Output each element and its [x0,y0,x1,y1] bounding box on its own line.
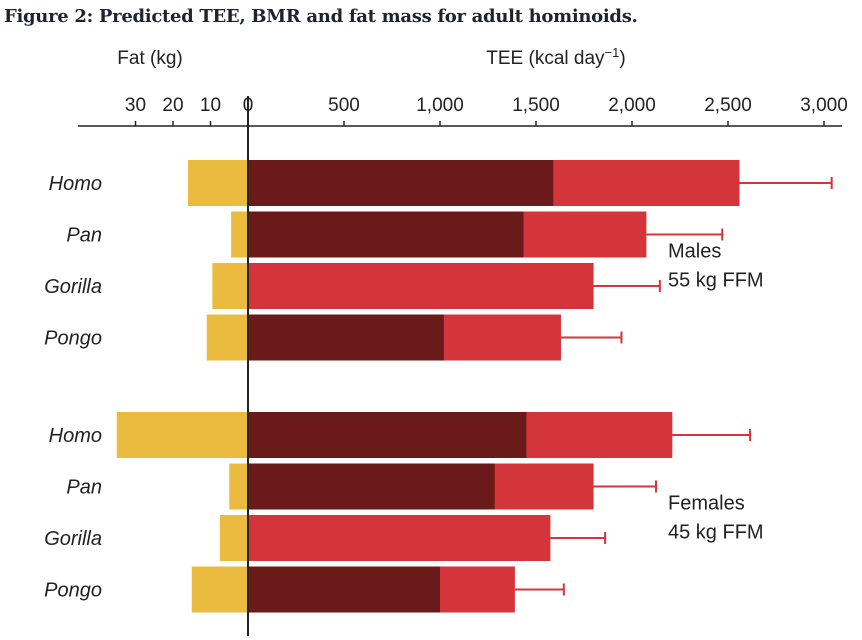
group-label-sex: Females [668,492,745,514]
fat-bar [206,314,248,361]
figure-title: Figure 2: Predicted TEE, BMR and fat mas… [4,6,638,27]
tee-tick-label: 2,000 [608,95,656,116]
species-label: Pan [66,225,102,247]
tee-axis-title-main: TEE (kcal day [486,48,605,69]
tee-bar [248,263,594,309]
bmr-bar [248,160,554,206]
fat-axis-title: Fat (kg) [117,48,182,69]
tee-tick-label: 500 [328,95,360,116]
species-label: Pan [66,477,102,499]
bmr-bar [248,412,527,458]
bmr-bar [248,566,440,613]
tee-bar [248,515,551,561]
group-label-ffm: 45 kg FFM [668,521,764,543]
species-label: Homo [49,425,102,447]
fat-tick-label: 20 [162,95,183,116]
group-label-ffm: 55 kg FFM [668,269,764,291]
fat-bar [219,515,248,561]
species-label: Homo [49,173,102,195]
fat-tick-label: 10 [200,95,221,116]
fat-tick-label: 30 [125,95,146,116]
tee-tick-label: 1,500 [512,95,560,116]
species-label: Pongo [44,328,102,350]
tee-axis-title-close: ) [619,48,625,69]
tee-axis-title-superscript: −1 [605,45,620,60]
bmr-bar [248,314,444,361]
tee-tick-label: 3,000 [800,95,848,116]
fat-bar [191,566,248,613]
species-label: Pongo [44,580,102,602]
bmr-bar [248,211,524,258]
fat-bar [212,263,248,309]
fat-bar [188,160,248,206]
group-label-sex: Males [668,240,721,262]
tee-tick-label: 2,500 [704,95,752,116]
fat-bar [116,412,248,458]
tee-tick-label: 1,000 [416,95,464,116]
bmr-bar [248,463,495,510]
tee-axis-title: TEE (kcal day−1) [486,45,625,69]
species-label: Gorilla [44,528,102,550]
species-label: Gorilla [44,276,102,298]
fat-bar [229,463,248,510]
fat-bar [231,211,248,258]
